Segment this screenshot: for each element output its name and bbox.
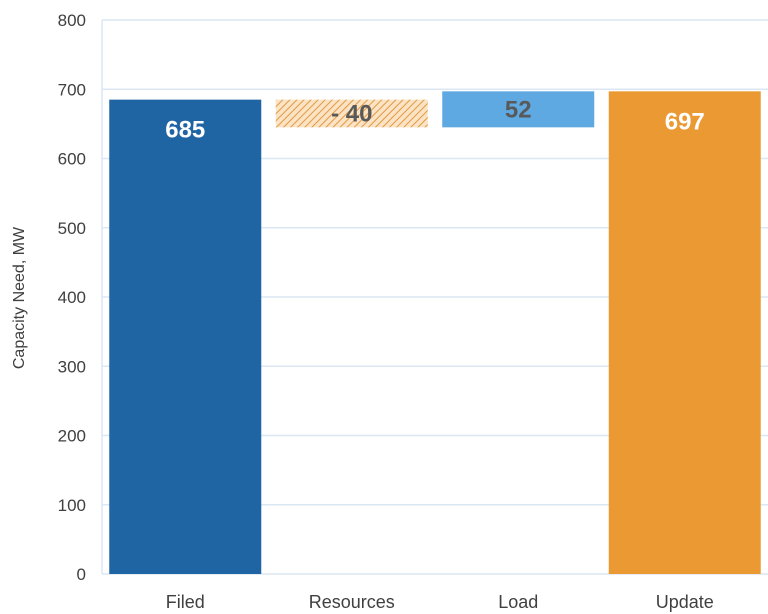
y-tick-label: 300 <box>58 357 86 376</box>
x-tick-label: Resources <box>309 592 395 612</box>
y-tick-label: 0 <box>77 565 86 584</box>
bar-load <box>442 91 595 128</box>
y-tick-label: 100 <box>58 496 86 515</box>
y-tick-label: 800 <box>58 11 86 30</box>
data-label-filed: 685 <box>165 117 205 144</box>
y-tick-label: 700 <box>58 80 86 99</box>
y-tick-label: 200 <box>58 427 86 446</box>
x-tick-label: Filed <box>166 592 205 612</box>
y-tick-label: 400 <box>58 288 86 307</box>
x-tick-label: Load <box>498 592 538 612</box>
x-tick-label: Update <box>656 592 714 612</box>
y-tick-label: 600 <box>58 150 86 169</box>
bars <box>109 91 761 574</box>
bar-resources <box>275 99 428 128</box>
x-axis-ticks: Filed Resources Load Update <box>166 592 714 612</box>
y-axis-title: Capacity Need, MW <box>11 226 28 369</box>
data-labels: 685 - 40 52 697 <box>165 96 705 143</box>
data-label-resources: - 40 <box>331 100 372 127</box>
data-label-load: 52 <box>505 96 532 123</box>
y-tick-label: 500 <box>58 219 86 238</box>
bar-filed <box>109 99 262 574</box>
y-axis-ticks: 0 100 200 300 400 500 600 700 800 <box>58 11 86 584</box>
bar-update <box>608 91 761 574</box>
data-label-update: 697 <box>665 108 705 135</box>
